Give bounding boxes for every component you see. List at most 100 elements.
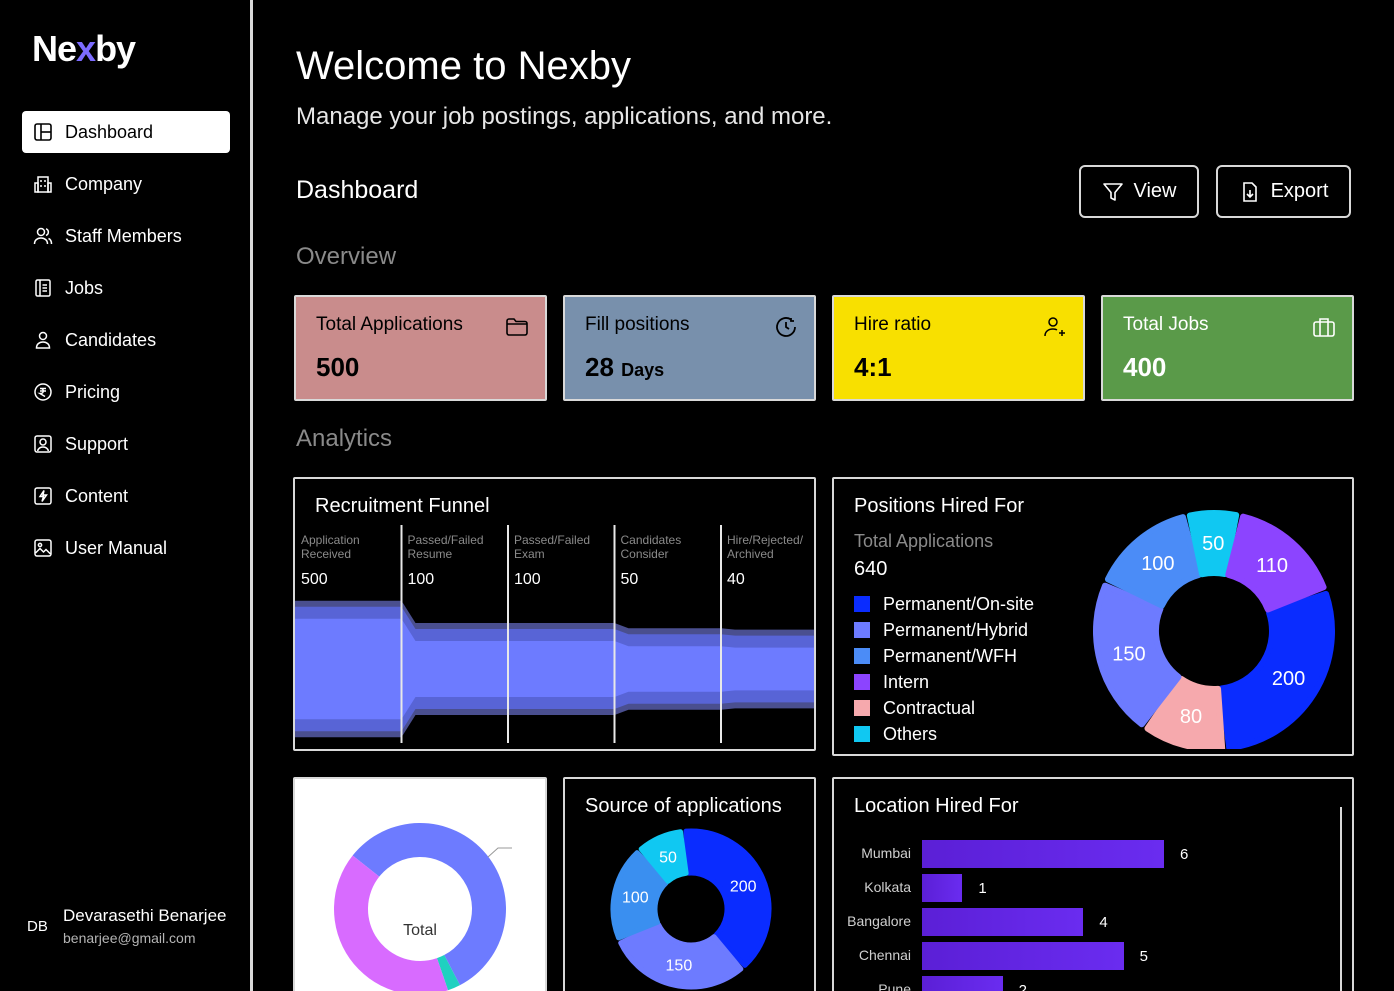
- legend-item: Intern: [854, 669, 1034, 695]
- card-total-jobs[interactable]: Total Jobs 400: [1101, 295, 1354, 401]
- location-panel: Location Hired For Mumbai 6 Kolkata 1 Bangal…: [832, 777, 1354, 991]
- legend-swatch: [854, 622, 870, 638]
- sidebar-item-content[interactable]: Content: [22, 475, 230, 517]
- user-name: Devarasethi Benarjee: [63, 906, 227, 925]
- donut-slice[interactable]: [1104, 514, 1202, 609]
- card-total-applications[interactable]: Total Applications 500: [294, 295, 547, 401]
- filter-icon: [1102, 182, 1123, 201]
- location-bar[interactable]: [922, 976, 1003, 991]
- user-icon: [35, 331, 51, 349]
- card-label: Fill positions: [585, 314, 690, 335]
- sidebar-item-company[interactable]: Company: [22, 163, 230, 205]
- donut-slice[interactable]: [1144, 675, 1226, 749]
- layout-icon: [34, 123, 52, 141]
- slice-value-label: 50: [659, 849, 677, 866]
- card-value: 28 Days: [585, 352, 665, 382]
- bar-value-label: 4: [1099, 914, 1108, 931]
- legend-item: Contractual: [854, 695, 1034, 721]
- callout-line: [487, 847, 512, 858]
- funnel-stage-label: Candidates Consider: [620, 533, 682, 561]
- sidebar-item-candidates[interactable]: Candidates: [22, 319, 230, 361]
- funnel-stage-value: 50: [620, 571, 639, 588]
- donut-slice[interactable]: [618, 922, 744, 990]
- bar-value-label: 5: [1139, 948, 1148, 965]
- avatar: DB: [27, 917, 48, 935]
- panel-title: Positions Hired For: [854, 495, 1025, 517]
- building-icon: [34, 176, 52, 193]
- section-title: Dashboard: [296, 176, 419, 204]
- page-subtitle: Manage your job postings, applications, …: [296, 103, 833, 130]
- donut-slice[interactable]: [334, 855, 449, 991]
- positions-panel: Positions Hired For Total Applications 6…: [832, 477, 1354, 756]
- file-download-icon: [1242, 181, 1257, 202]
- donut-slice[interactable]: [1225, 513, 1327, 613]
- location-bar[interactable]: [922, 908, 1084, 936]
- slice-value-label: 80: [1180, 706, 1202, 728]
- sidebar-item-label: Staff Members: [65, 225, 182, 246]
- content-icon: [34, 487, 52, 505]
- bar-value-label: 1: [978, 880, 987, 897]
- card-value: 400: [1123, 352, 1167, 382]
- slice-value-label: 50: [1202, 533, 1224, 555]
- funnel-band: [295, 618, 814, 720]
- folder-icon: [506, 318, 528, 336]
- donut-slice[interactable]: [1186, 510, 1240, 578]
- legend-swatch: [854, 726, 870, 742]
- total-donut: [334, 823, 512, 991]
- location-bar[interactable]: [922, 840, 1164, 868]
- legend-item: Permanent/Hybrid: [854, 617, 1034, 643]
- donut-slice[interactable]: [610, 850, 669, 941]
- sidebar-item-label: Support: [65, 433, 129, 454]
- view-button-label: View: [1133, 180, 1177, 202]
- sidebar-item-staff-members[interactable]: Staff Members: [22, 215, 230, 257]
- legend-item: Others: [854, 721, 1034, 747]
- file-list-icon: [35, 279, 51, 297]
- legend-swatch: [854, 674, 870, 690]
- location-bar[interactable]: [922, 874, 963, 902]
- scrollbar[interactable]: [1340, 807, 1342, 991]
- donut-slice[interactable]: [638, 829, 689, 884]
- sidebar: Nexby Dashboard Company Staff Members Jo…: [0, 0, 250, 991]
- legend-swatch: [854, 700, 870, 716]
- sidebar-item-pricing[interactable]: Pricing: [22, 371, 230, 413]
- card-value: 4:1: [854, 352, 892, 382]
- source-donut: 200 150 100 50: [610, 828, 772, 990]
- logo: Nexby: [32, 28, 136, 69]
- total-applications-label: Total Applications: [854, 531, 994, 551]
- card-fill-positions[interactable]: Fill positions 28 Days: [563, 295, 816, 401]
- card-label: Hire ratio: [854, 314, 932, 335]
- panel-title: Source of applications: [585, 795, 782, 817]
- funnel-stage-value: 100: [407, 571, 435, 588]
- funnel-stage-label: Passed/Failed Exam: [514, 533, 591, 561]
- location-bar[interactable]: [922, 942, 1124, 970]
- donut-slice[interactable]: [683, 828, 772, 968]
- card-label: Total Jobs: [1123, 314, 1209, 335]
- sidebar-item-label: Dashboard: [65, 121, 154, 142]
- sidebar-item-label: User Manual: [65, 537, 168, 558]
- bar-category-label: Mumbai: [861, 845, 911, 861]
- sidebar-item-label: Pricing: [65, 381, 121, 402]
- sidebar-item-label: Candidates: [65, 329, 157, 350]
- donut-slice[interactable]: [436, 955, 460, 991]
- donut-slice[interactable]: [352, 823, 506, 986]
- legend-swatch: [854, 648, 870, 664]
- sidebar-item-user-manual[interactable]: User Manual: [22, 527, 230, 569]
- donut-slice[interactable]: [1218, 590, 1335, 749]
- bar-category-label: Bangalore: [847, 913, 911, 929]
- card-hire-ratio[interactable]: Hire ratio 4:1: [832, 295, 1085, 401]
- source-panel: Source of applications 200 150 100 50: [563, 777, 816, 991]
- card-value: 500: [316, 352, 360, 382]
- sidebar-item-support[interactable]: Support: [22, 423, 230, 465]
- sidebar-nav: Dashboard Company Staff Members Jobs Can…: [22, 111, 230, 579]
- view-button[interactable]: View: [1079, 165, 1199, 218]
- sidebar-divider: [250, 0, 253, 991]
- slice-value-label: 150: [1112, 644, 1145, 666]
- sidebar-item-label: Jobs: [65, 277, 104, 298]
- export-button[interactable]: Export: [1216, 165, 1351, 218]
- sidebar-item-dashboard[interactable]: Dashboard: [22, 111, 230, 153]
- sidebar-item-jobs[interactable]: Jobs: [22, 267, 230, 309]
- user-profile[interactable]: DB Devarasethi Benarjee benarjee@gmail.c…: [27, 906, 226, 946]
- overview-heading: Overview: [296, 243, 397, 270]
- donut-slice[interactable]: [1093, 582, 1182, 728]
